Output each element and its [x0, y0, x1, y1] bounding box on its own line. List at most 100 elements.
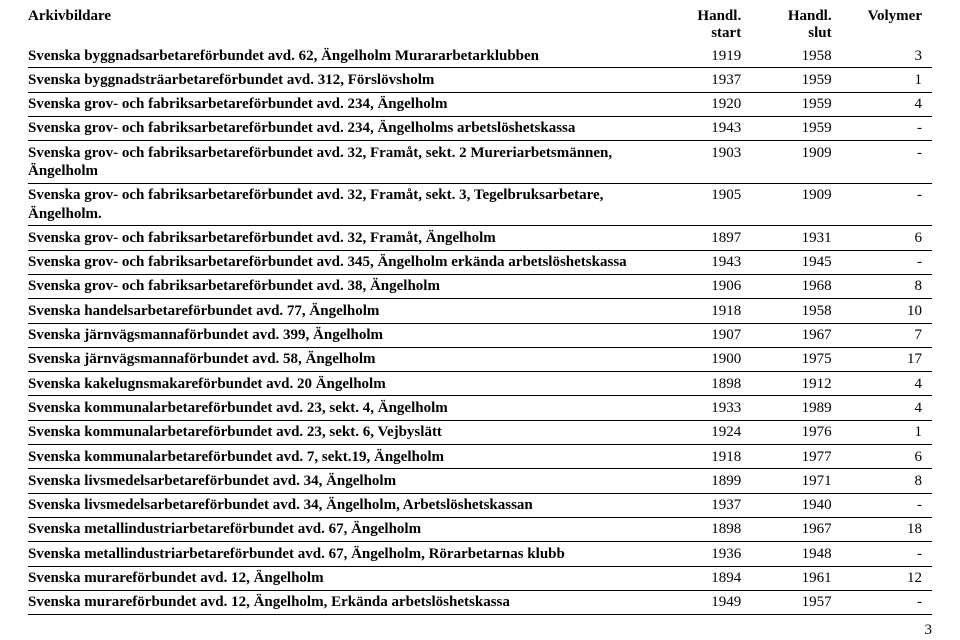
- table-body: Svenska byggnadsarbetareförbundet avd. 6…: [28, 44, 932, 615]
- cell-slut: 1945: [751, 250, 841, 274]
- cell-arkivbildare: Svenska kakelugnsmakareförbundet avd. 20…: [28, 372, 661, 396]
- table-row: Svenska grov- och fabriksarbetareförbund…: [28, 274, 932, 298]
- cell-volymer: 8: [842, 274, 932, 298]
- table-row: Svenska livsmedelsarbetareförbundet avd.…: [28, 469, 932, 493]
- cell-start: 1905: [661, 183, 751, 226]
- cell-arkivbildare: Svenska metallindustriarbetareförbundet …: [28, 517, 661, 541]
- cell-arkivbildare: Svenska grov- och fabriksarbetareförbund…: [28, 141, 661, 184]
- archive-table: Arkivbildare Handl. start Handl. slut Vo…: [28, 8, 932, 615]
- cell-arkivbildare: Svenska järnvägsmannaförbundet avd. 58, …: [28, 347, 661, 371]
- table-row: Svenska livsmedelsarbetareförbundet avd.…: [28, 493, 932, 517]
- cell-volymer: 6: [842, 445, 932, 469]
- cell-slut: 1957: [751, 590, 841, 614]
- cell-slut: 1909: [751, 183, 841, 226]
- cell-start: 1894: [661, 566, 751, 590]
- cell-start: 1943: [661, 250, 751, 274]
- table-row: Svenska murareförbundet avd. 12, Ängelho…: [28, 590, 932, 614]
- cell-volymer: 4: [842, 396, 932, 420]
- table-row: Svenska grov- och fabriksarbetareförbund…: [28, 226, 932, 250]
- table-row: Svenska järnvägsmannaförbundet avd. 58, …: [28, 347, 932, 371]
- cell-slut: 1977: [751, 445, 841, 469]
- cell-start: 1949: [661, 590, 751, 614]
- table-row: Svenska kommunalarbetareförbundet avd. 2…: [28, 420, 932, 444]
- table-row: Svenska byggnadsarbetareförbundet avd. 6…: [28, 44, 932, 68]
- cell-volymer: 1: [842, 68, 932, 92]
- cell-arkivbildare: Svenska grov- och fabriksarbetareförbund…: [28, 226, 661, 250]
- cell-volymer: 7: [842, 323, 932, 347]
- cell-slut: 1975: [751, 347, 841, 371]
- cell-slut: 1948: [751, 542, 841, 566]
- cell-arkivbildare: Svenska murareförbundet avd. 12, Ängelho…: [28, 590, 661, 614]
- cell-volymer: -: [842, 493, 932, 517]
- table-row: Svenska metallindustriarbetareförbundet …: [28, 542, 932, 566]
- header-handl-start: Handl. start: [661, 8, 751, 44]
- cell-slut: 1961: [751, 566, 841, 590]
- cell-start: 1937: [661, 493, 751, 517]
- cell-arkivbildare: Svenska handelsarbetareförbundet avd. 77…: [28, 299, 661, 323]
- cell-volymer: -: [842, 183, 932, 226]
- table-row: Svenska kakelugnsmakareförbundet avd. 20…: [28, 372, 932, 396]
- cell-arkivbildare: Svenska grov- och fabriksarbetareförbund…: [28, 92, 661, 116]
- cell-start: 1906: [661, 274, 751, 298]
- cell-slut: 1968: [751, 274, 841, 298]
- table-row: Svenska kommunalarbetareförbundet avd. 7…: [28, 445, 932, 469]
- cell-volymer: 12: [842, 566, 932, 590]
- cell-start: 1918: [661, 445, 751, 469]
- cell-arkivbildare: Svenska livsmedelsarbetareförbundet avd.…: [28, 469, 661, 493]
- cell-start: 1903: [661, 141, 751, 184]
- cell-volymer: -: [842, 542, 932, 566]
- cell-slut: 1971: [751, 469, 841, 493]
- cell-start: 1898: [661, 517, 751, 541]
- cell-arkivbildare: Svenska livsmedelsarbetareförbundet avd.…: [28, 493, 661, 517]
- cell-slut: 1958: [751, 299, 841, 323]
- cell-slut: 1912: [751, 372, 841, 396]
- cell-start: 1920: [661, 92, 751, 116]
- cell-arkivbildare: Svenska grov- och fabriksarbetareförbund…: [28, 250, 661, 274]
- table-row: Svenska handelsarbetareförbundet avd. 77…: [28, 299, 932, 323]
- cell-slut: 1958: [751, 44, 841, 68]
- cell-volymer: 4: [842, 372, 932, 396]
- cell-volymer: 6: [842, 226, 932, 250]
- cell-start: 1937: [661, 68, 751, 92]
- cell-volymer: 10: [842, 299, 932, 323]
- cell-volymer: 4: [842, 92, 932, 116]
- table-row: Svenska grov- och fabriksarbetareförbund…: [28, 250, 932, 274]
- cell-arkivbildare: Svenska kommunalarbetareförbundet avd. 2…: [28, 420, 661, 444]
- cell-slut: 1967: [751, 517, 841, 541]
- table-row: Svenska murareförbundet avd. 12, Ängelho…: [28, 566, 932, 590]
- cell-slut: 1959: [751, 116, 841, 140]
- table-row: Svenska grov- och fabriksarbetareförbund…: [28, 183, 932, 226]
- cell-volymer: 8: [842, 469, 932, 493]
- table-row: Svenska järnvägsmannaförbundet avd. 399,…: [28, 323, 932, 347]
- cell-slut: 1909: [751, 141, 841, 184]
- header-volymer: Volymer: [842, 8, 932, 44]
- cell-arkivbildare: Svenska kommunalarbetareförbundet avd. 7…: [28, 445, 661, 469]
- cell-volymer: -: [842, 590, 932, 614]
- cell-slut: 1940: [751, 493, 841, 517]
- cell-slut: 1989: [751, 396, 841, 420]
- cell-start: 1918: [661, 299, 751, 323]
- cell-volymer: 18: [842, 517, 932, 541]
- cell-start: 1936: [661, 542, 751, 566]
- cell-arkivbildare: Svenska byggnadsarbetareförbundet avd. 6…: [28, 44, 661, 68]
- cell-arkivbildare: Svenska grov- och fabriksarbetareförbund…: [28, 183, 661, 226]
- cell-slut: 1959: [751, 92, 841, 116]
- cell-arkivbildare: Svenska byggnadsträarbetareförbundet avd…: [28, 68, 661, 92]
- cell-start: 1898: [661, 372, 751, 396]
- table-row: Svenska metallindustriarbetareförbundet …: [28, 517, 932, 541]
- cell-arkivbildare: Svenska kommunalarbetareförbundet avd. 2…: [28, 396, 661, 420]
- cell-arkivbildare: Svenska grov- och fabriksarbetareförbund…: [28, 116, 661, 140]
- cell-arkivbildare: Svenska grov- och fabriksarbetareförbund…: [28, 274, 661, 298]
- cell-arkivbildare: Svenska metallindustriarbetareförbundet …: [28, 542, 661, 566]
- cell-volymer: 1: [842, 420, 932, 444]
- cell-volymer: 17: [842, 347, 932, 371]
- cell-start: 1907: [661, 323, 751, 347]
- cell-start: 1899: [661, 469, 751, 493]
- table-row: Svenska grov- och fabriksarbetareförbund…: [28, 141, 932, 184]
- cell-volymer: 3: [842, 44, 932, 68]
- header-arkivbildare: Arkivbildare: [28, 8, 661, 44]
- table-row: Svenska kommunalarbetareförbundet avd. 2…: [28, 396, 932, 420]
- cell-start: 1933: [661, 396, 751, 420]
- cell-slut: 1967: [751, 323, 841, 347]
- cell-volymer: -: [842, 116, 932, 140]
